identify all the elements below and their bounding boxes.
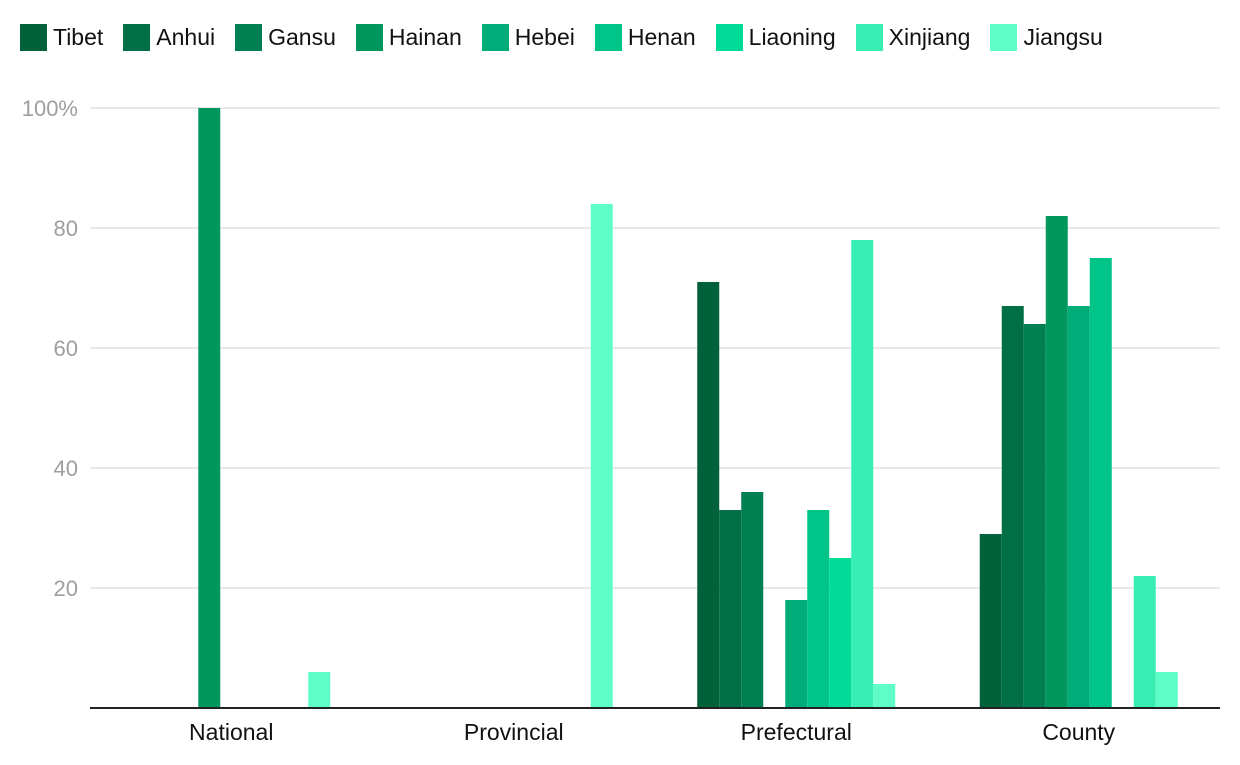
bar	[1133, 576, 1156, 708]
x-tick-label: County	[1042, 719, 1115, 745]
legend-label: Hainan	[388, 23, 462, 50]
bar	[1089, 258, 1112, 708]
bar	[198, 108, 221, 708]
bar	[1045, 216, 1068, 708]
bar	[308, 672, 331, 708]
bar	[1023, 324, 1046, 708]
bar	[697, 282, 720, 708]
bar	[979, 534, 1002, 708]
legend-label: Liaoning	[748, 23, 836, 50]
bar	[1001, 306, 1024, 708]
legend-swatch	[20, 23, 47, 51]
bar	[851, 240, 874, 708]
legend-label: Jiangsu	[1023, 23, 1103, 50]
legend-label: Henan	[627, 23, 696, 50]
legend-swatch	[855, 23, 883, 51]
legend-swatch	[990, 23, 1018, 51]
legend-item: Henan	[594, 23, 696, 51]
legend-item: Liaoning	[715, 23, 836, 51]
x-tick-label: Provincial	[464, 719, 564, 745]
legend-label: Tibet	[53, 23, 104, 50]
bar	[1067, 306, 1090, 708]
legend-label: Anhui	[156, 23, 216, 50]
legend-swatch	[355, 23, 383, 51]
legend-item: Anhui	[123, 23, 216, 51]
legend-swatch	[715, 23, 743, 51]
y-tick-label: 100%	[22, 96, 78, 121]
legend-item: Xinjiang	[855, 23, 971, 51]
bar	[590, 204, 613, 708]
legend-label: Gansu	[268, 23, 336, 50]
legend: Tibet Anhui Gansu Hainan Hebei Henan Liaoning X…	[20, 22, 1123, 52]
x-axis: National Provincial Prefectural County	[189, 719, 1116, 745]
legend-item: Jiangsu	[990, 23, 1103, 51]
y-tick-label: 40	[54, 456, 78, 481]
bar	[1155, 672, 1178, 708]
bar	[807, 510, 830, 708]
y-axis: 20 40 60 80 100%	[22, 96, 78, 601]
legend-item: Hainan	[355, 23, 462, 51]
y-tick-label: 60	[54, 336, 78, 361]
legend-swatch	[481, 23, 509, 51]
legend-label: Xinjiang	[888, 23, 971, 50]
legend-item: Tibet	[20, 23, 104, 51]
y-tick-label: 80	[54, 216, 78, 241]
x-tick-label: National	[189, 719, 273, 745]
legend-label: Hebei	[514, 23, 575, 50]
bars	[198, 108, 1178, 708]
bar	[741, 492, 764, 708]
legend-item: Gansu	[235, 23, 336, 51]
legend-swatch	[123, 23, 151, 51]
x-tick-label: Prefectural	[741, 719, 852, 745]
y-tick-label: 20	[54, 576, 78, 601]
bar	[719, 510, 742, 708]
bar	[829, 558, 852, 708]
legend-swatch	[594, 23, 622, 51]
legend-item: Hebei	[481, 23, 575, 51]
bar	[873, 684, 896, 708]
legend-swatch	[235, 23, 263, 51]
bar	[785, 600, 808, 708]
